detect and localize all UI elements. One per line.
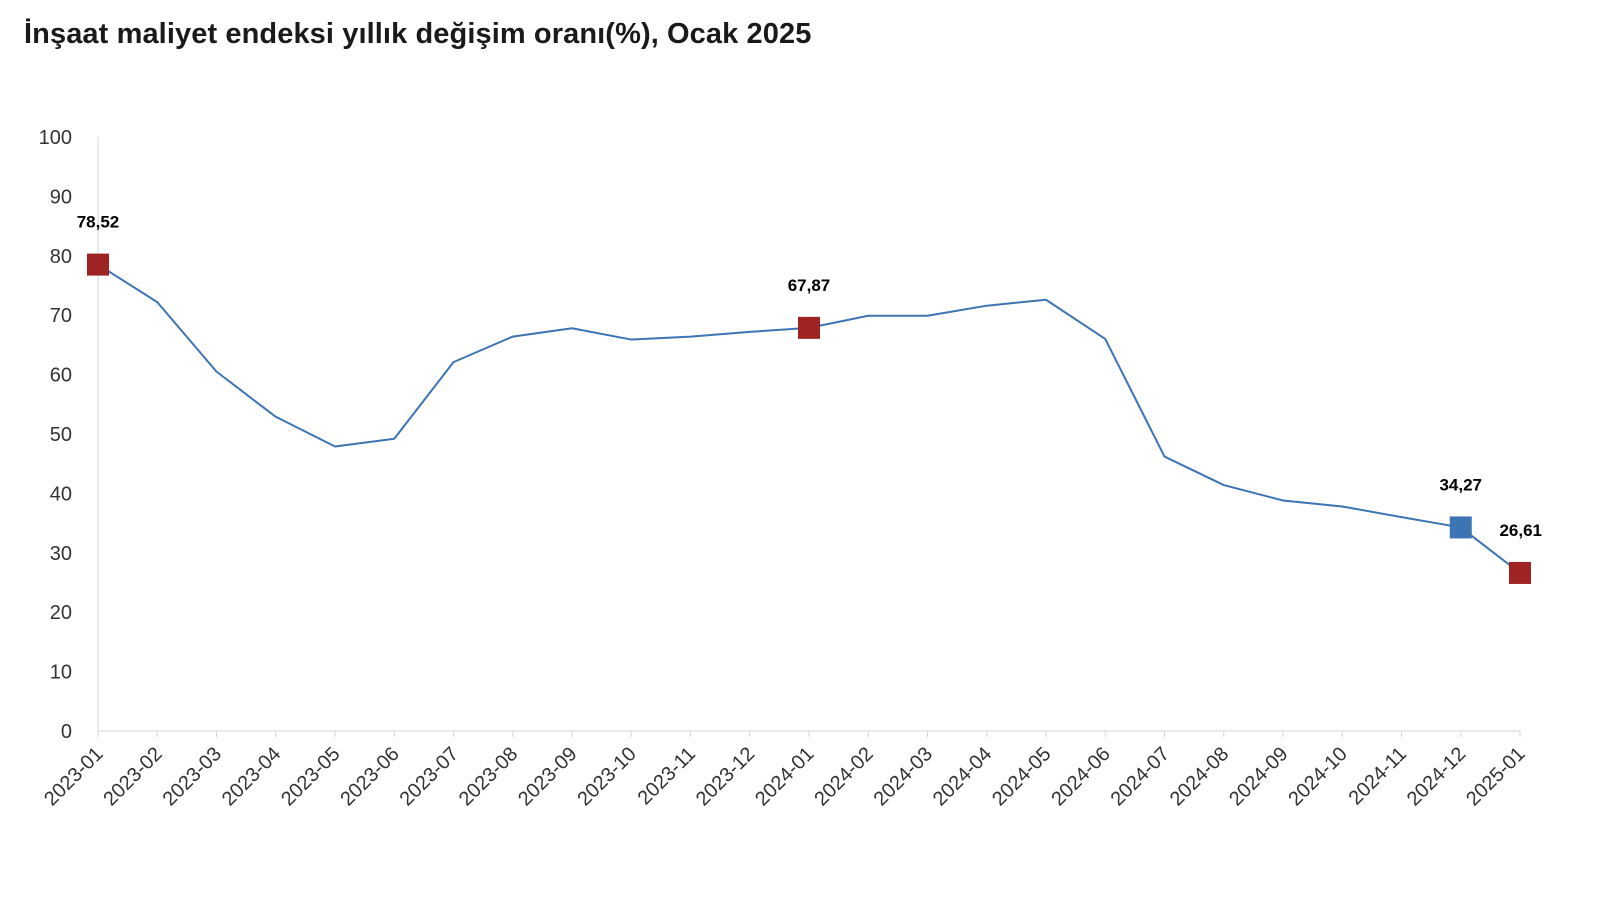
- data-marker: [1449, 516, 1472, 539]
- x-tick-label: 2023-05: [277, 743, 344, 810]
- x-tick-label: 2023-03: [159, 743, 226, 810]
- series-line: [97, 263, 1521, 574]
- x-tick-label: 2024-03: [870, 743, 937, 810]
- x-tick-label: 2024-06: [1047, 743, 1114, 810]
- x-tick-label: 2024-09: [1225, 743, 1292, 810]
- x-tick-label: 2023-07: [396, 743, 463, 810]
- y-tick-label: 30: [50, 543, 72, 565]
- data-labels: 78,52 67,87 34,27 26,61: [77, 213, 1542, 540]
- x-tick-label: 2023-09: [514, 743, 581, 810]
- axes: 01020304050607080901002023-012023-022023…: [39, 127, 1530, 810]
- chart-title: İnşaat maliyet endeksi yıllık değişim or…: [24, 18, 812, 50]
- data-label: 78,52: [77, 213, 120, 232]
- data-label: 67,87: [788, 276, 831, 295]
- y-tick-label: 60: [50, 365, 72, 387]
- x-tick-label: 2023-12: [692, 743, 759, 810]
- data-label: 34,27: [1439, 475, 1482, 494]
- data-marker: [798, 316, 820, 339]
- y-tick-label: 10: [50, 662, 72, 684]
- x-tick-label: 2023-11: [634, 743, 700, 809]
- y-tick-label: 100: [39, 127, 72, 149]
- y-tick-label: 90: [50, 186, 72, 208]
- data-marker: [1509, 561, 1531, 584]
- x-tick-label: 2024-01: [751, 743, 818, 810]
- x-tick-label: 2024-12: [1403, 743, 1470, 810]
- x-tick-label: 2024-10: [1284, 743, 1351, 810]
- y-tick-label: 0: [61, 721, 72, 743]
- y-tick-label: 40: [50, 483, 72, 505]
- x-tick-label: 2024-02: [810, 743, 877, 810]
- x-tick-label: 2024-08: [1166, 743, 1233, 810]
- x-tick-label: 2023-08: [455, 743, 522, 810]
- y-tick-label: 20: [50, 602, 72, 624]
- y-tick-label: 70: [50, 305, 72, 327]
- y-tick-label: 50: [50, 424, 72, 446]
- data-label: 26,61: [1499, 521, 1542, 540]
- x-tick-label: 2023-06: [336, 743, 403, 810]
- data-marker: [87, 253, 109, 276]
- x-tick-label: 2023-04: [218, 743, 285, 810]
- x-tick-label: 2024-04: [929, 743, 996, 810]
- x-tick-label: 2024-05: [988, 743, 1055, 810]
- x-tick-label: 2024-07: [1107, 743, 1174, 810]
- x-tick-label: 2023-01: [40, 743, 107, 810]
- markers: [87, 253, 1531, 584]
- x-tick-label: 2024-11: [1345, 743, 1411, 809]
- x-tick-label: 2023-02: [99, 743, 166, 810]
- y-tick-label: 80: [50, 246, 72, 268]
- x-tick-label: 2023-10: [573, 743, 640, 810]
- x-tick-label: 2025-01: [1462, 743, 1529, 810]
- series-line-group: [97, 263, 1521, 574]
